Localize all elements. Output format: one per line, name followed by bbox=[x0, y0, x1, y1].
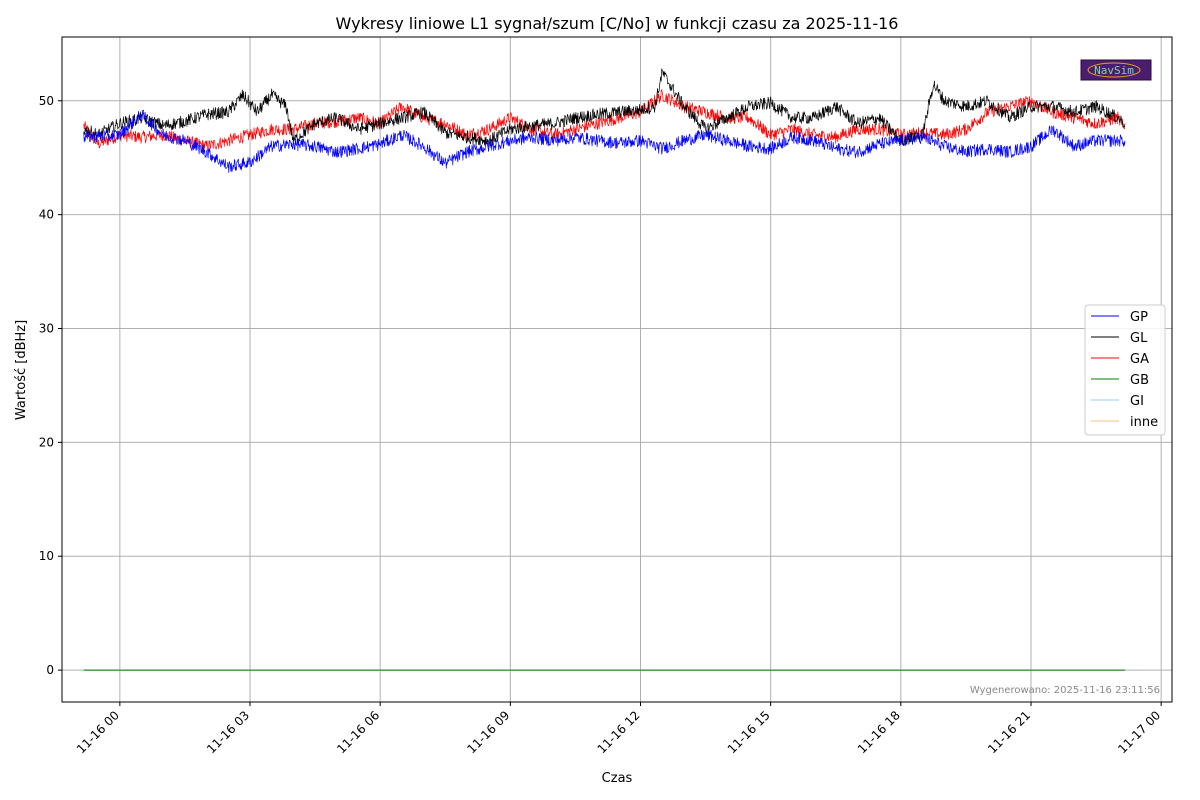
series-line-ga bbox=[83, 89, 1126, 152]
legend: GP GL GA GB GI inne bbox=[1084, 304, 1166, 436]
y-tick-label: 50 bbox=[39, 94, 54, 108]
generated-timestamp: Wygenerowano: 2025-11-16 23:11:56 bbox=[970, 685, 1160, 696]
logo-text: NavSim bbox=[1094, 64, 1134, 77]
grid bbox=[62, 37, 1172, 702]
y-tick-label: 40 bbox=[39, 208, 54, 222]
x-tick-label: 11-16 00 bbox=[74, 708, 122, 756]
series-line-gp bbox=[83, 109, 1126, 173]
legend-label-inne: inne bbox=[1130, 415, 1158, 430]
legend-label-gp: GP bbox=[1130, 310, 1148, 325]
chart-title: Wykresy liniowe L1 sygnał/szum [C/No] w … bbox=[336, 14, 899, 33]
legend-label-ga: GA bbox=[1130, 352, 1149, 367]
legend-label-gb: GB bbox=[1130, 373, 1149, 388]
y-tick-label: 20 bbox=[39, 435, 54, 449]
x-tick-label: 11-16 03 bbox=[204, 708, 252, 756]
x-tick-label: 11-16 06 bbox=[334, 708, 382, 756]
logo: NavSim bbox=[1080, 59, 1152, 81]
legend-label-gi: GI bbox=[1130, 394, 1144, 409]
x-tick-label: 11-16 15 bbox=[725, 708, 773, 756]
x-tick-label: 11-16 09 bbox=[464, 708, 512, 756]
y-tick-label: 0 bbox=[46, 663, 54, 677]
y-tick-label: 10 bbox=[39, 549, 54, 563]
series-line-gl bbox=[83, 68, 1126, 148]
y-axis-label: Wartość [dBHz] bbox=[14, 320, 29, 420]
x-tick-label: 11-16 18 bbox=[855, 708, 903, 756]
legend-label-gl: GL bbox=[1130, 331, 1148, 346]
x-tick-label: 11-16 12 bbox=[595, 708, 643, 756]
series-layer bbox=[83, 68, 1126, 671]
plot-frame bbox=[61, 36, 1173, 703]
y-tick-label: 30 bbox=[39, 322, 54, 336]
x-tick-label: 11-17 00 bbox=[1115, 708, 1163, 756]
x-axis-label: Czas bbox=[602, 771, 633, 786]
x-tick-label: 11-16 21 bbox=[985, 708, 1033, 756]
axis-ticks: 0 10 20 30 40 50 11-16 00 11-16 03 11-16 06 11-16… bbox=[39, 94, 1164, 757]
